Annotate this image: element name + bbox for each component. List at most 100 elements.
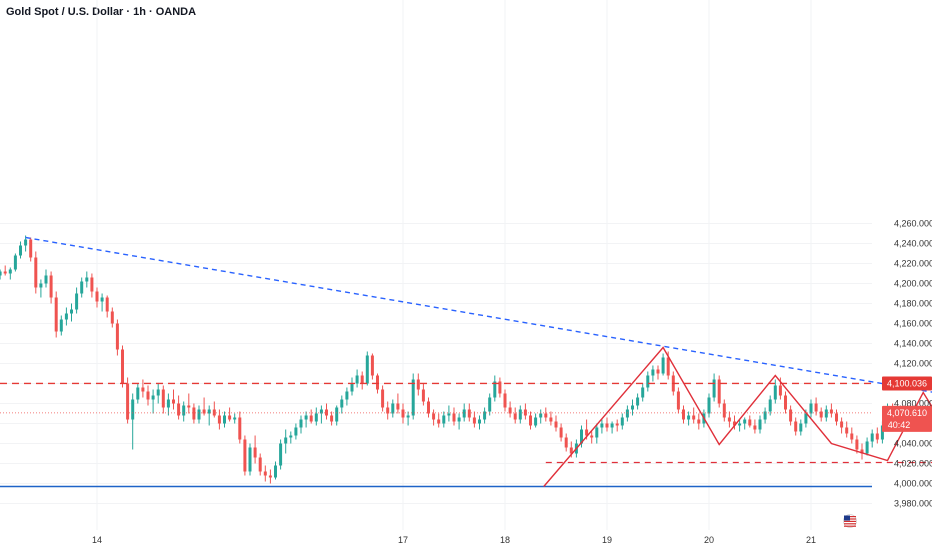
candle [131, 393, 135, 450]
candle [416, 373, 420, 396]
candle-body [172, 399, 175, 404]
candle [763, 407, 767, 424]
y-tick-label: 4,200.000 [894, 279, 932, 289]
candle [625, 405, 629, 422]
candle [799, 419, 803, 436]
candle [233, 413, 237, 424]
candle-body [717, 379, 721, 404]
candle [49, 271, 53, 304]
candle [580, 425, 583, 448]
candle-body [595, 427, 599, 438]
candle [401, 403, 405, 424]
candle [105, 295, 109, 318]
candle [437, 413, 441, 428]
candle [590, 431, 594, 444]
candle [258, 453, 262, 476]
candle [651, 365, 655, 382]
candle-body [753, 425, 757, 430]
candle-body [835, 413, 838, 422]
candle [90, 273, 94, 298]
candle [789, 405, 793, 426]
candle [758, 415, 762, 434]
candle-body [814, 403, 818, 412]
candle [238, 411, 242, 444]
candle-body [870, 433, 874, 442]
candle [85, 271, 89, 288]
chart-icons [843, 514, 857, 528]
grid [0, 0, 872, 530]
candle-body [620, 417, 624, 426]
candle [784, 391, 787, 414]
candle [467, 403, 471, 422]
candle [773, 379, 777, 404]
candle [610, 421, 614, 434]
candle [513, 407, 517, 424]
candle-body [365, 355, 369, 384]
annotation-lines [0, 236, 932, 488]
candle-body [452, 413, 456, 422]
candle [707, 393, 711, 418]
candle [197, 405, 201, 424]
candle-body [809, 403, 813, 414]
x-tick-label: 21 [806, 535, 816, 545]
candle-body [784, 395, 787, 410]
candle-body [758, 419, 762, 430]
candle [299, 415, 303, 434]
candle [529, 411, 532, 430]
candle [733, 415, 736, 430]
candle-body [697, 419, 701, 424]
x-tick-label: 17 [398, 535, 408, 545]
candle-body [192, 407, 196, 420]
candle [172, 389, 175, 410]
candle [304, 411, 308, 428]
candle-body [228, 415, 232, 420]
candle-body [197, 409, 201, 420]
candle-body [651, 369, 655, 376]
candle [192, 403, 196, 424]
y-tick-label: 4,160.000 [894, 319, 932, 329]
candle [539, 409, 543, 424]
candle-body [248, 447, 252, 472]
candle-body [503, 393, 507, 408]
candle-body [309, 415, 313, 422]
candle [294, 423, 298, 440]
candle-body [80, 281, 84, 294]
candle-body [661, 357, 665, 374]
candle-body [350, 383, 354, 392]
candle-body [692, 415, 696, 420]
y-tick-label: 4,020.000 [894, 459, 932, 469]
candle [518, 405, 522, 424]
candle [809, 399, 813, 418]
candle [161, 385, 165, 414]
candle [151, 389, 155, 414]
candle [13, 253, 17, 272]
candle-body [304, 415, 308, 420]
candle [350, 377, 354, 396]
candle [564, 433, 568, 452]
candle [595, 423, 599, 444]
resistance-badge-label: 4,100.036 [887, 378, 927, 388]
chart-title: Gold Spot / U.S. Dollar · 1h · OANDA [6, 6, 197, 18]
candle-body [411, 379, 415, 416]
candle [279, 439, 283, 470]
candle [462, 403, 466, 422]
candle-body [0, 271, 2, 276]
candle-body [121, 349, 124, 384]
candle-body [615, 423, 619, 426]
candle-body [263, 471, 267, 476]
flag-canton [844, 515, 850, 521]
candle-body [457, 417, 461, 422]
candle [819, 407, 823, 422]
candle-body [824, 409, 828, 418]
candle [212, 401, 216, 418]
flag-stripe [844, 525, 856, 527]
candle-body [513, 413, 517, 420]
candle-body [687, 415, 691, 420]
candle [360, 371, 364, 390]
candle-body [564, 437, 568, 448]
y-tick-label: 3,980.000 [894, 499, 932, 509]
candle-body [590, 435, 594, 438]
candle [508, 401, 512, 418]
candle [187, 393, 191, 414]
